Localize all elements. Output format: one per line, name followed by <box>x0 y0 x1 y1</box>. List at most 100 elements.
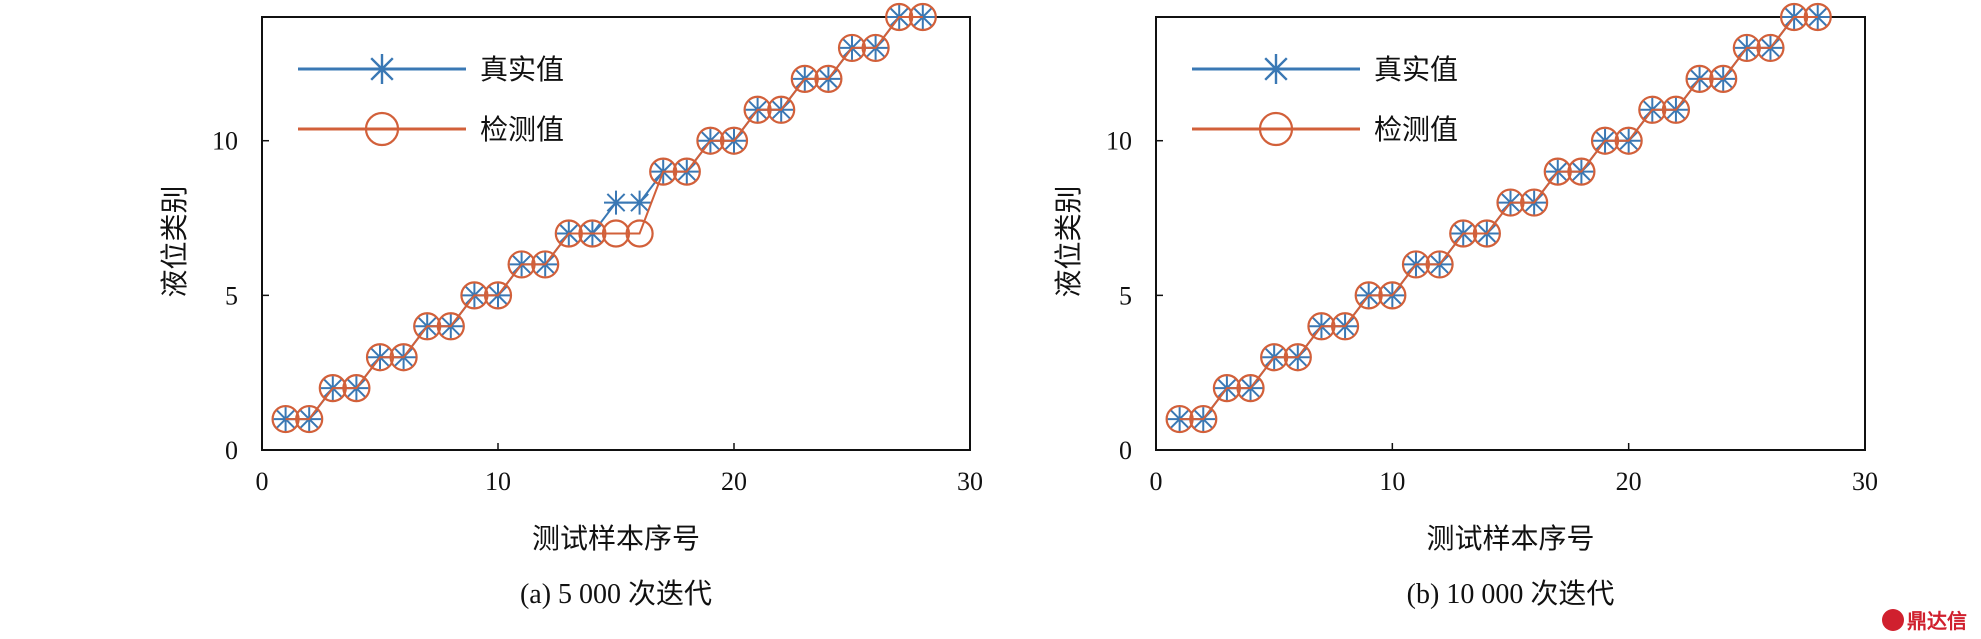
series-detected-values <box>271 2 937 434</box>
data-point-circle <box>601 219 631 248</box>
legend-label: 真实值 <box>1374 53 1458 86</box>
data-point-star <box>1167 407 1192 432</box>
data-point-circle <box>1354 281 1383 310</box>
x-tick-label: 10 <box>485 467 511 496</box>
series-line <box>285 16 923 421</box>
data-point-circle <box>578 219 607 248</box>
data-point-circle <box>908 2 937 32</box>
data-point-circle <box>1638 95 1667 124</box>
data-point-circle <box>1709 64 1738 93</box>
series-detected-values <box>1165 2 1832 434</box>
y-tick-label: 5 <box>225 281 238 310</box>
data-point-circle <box>1567 157 1596 186</box>
data-point-circle <box>861 33 890 63</box>
legend-label: 真实值 <box>480 53 564 86</box>
data-point-circle <box>1401 250 1431 279</box>
data-point-circle <box>1330 312 1360 341</box>
data-point-circle <box>389 343 418 372</box>
legend-item: 真实值 <box>1192 53 1458 86</box>
data-point-circle <box>413 312 442 341</box>
data-point-circle <box>1543 157 1572 186</box>
x-tick-label: 0 <box>256 467 269 496</box>
data-point-circle <box>436 312 465 341</box>
y-tick-label: 0 <box>1119 436 1132 465</box>
legend-label: 检测值 <box>1374 113 1458 146</box>
data-point-circle <box>719 126 749 155</box>
legend-item: 真实值 <box>298 53 564 86</box>
data-point-circle <box>1260 343 1289 372</box>
data-point-circle <box>1378 281 1407 310</box>
y-tick-label: 0 <box>225 436 238 465</box>
x-tick-label: 10 <box>1379 467 1405 496</box>
data-point-circle <box>1212 374 1242 403</box>
data-point-circle <box>1779 2 1809 32</box>
legend-circle-icon <box>364 111 400 147</box>
data-point-circle <box>460 281 489 310</box>
data-point-circle <box>365 343 395 372</box>
data-point-circle <box>1496 188 1525 217</box>
data-point-circle <box>554 219 583 248</box>
legend-item: 检测值 <box>1192 111 1458 147</box>
data-point-circle <box>1165 404 1194 434</box>
data-point-circle <box>1732 33 1761 63</box>
data-point-star <box>627 190 652 215</box>
y-tick-label: 10 <box>1106 127 1132 156</box>
x-axis-label: 测试样本序号 <box>1426 522 1594 555</box>
data-point-circle <box>767 95 796 124</box>
legend-star-icon <box>1261 54 1291 84</box>
data-point-circle <box>1590 126 1620 155</box>
data-point-circle <box>1614 126 1643 155</box>
y-axis-label: 液位类别 <box>158 185 191 297</box>
data-point-circle <box>1803 2 1832 32</box>
data-point-circle <box>1189 404 1218 434</box>
chart-b: 0 10 20 30 0 5 10 测试样本序号 液位类别 (b) 10 000 次迭代 真实值检测… <box>1052 2 1878 610</box>
data-point-circle <box>483 281 513 310</box>
legend-circle-icon <box>1258 111 1294 147</box>
data-point-circle <box>1449 219 1478 248</box>
chart-caption: (a) 5 000 次迭代 <box>520 578 712 610</box>
data-point-circle <box>271 404 300 434</box>
chart-caption: (b) 10 000 次迭代 <box>1407 578 1615 610</box>
x-axis-label: 测试样本序号 <box>532 522 700 555</box>
data-point-circle <box>1425 250 1454 279</box>
watermark: 鼎达信 <box>1882 609 1967 633</box>
data-point-circle <box>1756 33 1785 63</box>
watermark-text: 鼎达信 <box>1907 609 1967 633</box>
data-point-star <box>604 190 628 215</box>
x-tick-label: 0 <box>1150 467 1163 496</box>
y-tick-label: 10 <box>212 127 238 156</box>
data-point-circle <box>672 157 701 186</box>
data-point-circle <box>1661 95 1691 124</box>
data-point-circle <box>743 95 772 124</box>
data-point-circle <box>1472 219 1501 248</box>
legend-item: 检测值 <box>298 111 564 147</box>
watermark-logo-icon <box>1882 609 1904 631</box>
data-point-circle <box>1236 374 1265 403</box>
data-point-circle <box>342 374 371 403</box>
x-tick-label: 20 <box>1616 467 1642 496</box>
data-point-circle <box>507 250 536 279</box>
y-tick-label: 5 <box>1119 281 1132 310</box>
data-point-circle <box>837 33 867 63</box>
data-point-circle <box>1685 64 1714 93</box>
legend-label: 检测值 <box>480 113 564 146</box>
data-point-circle <box>531 250 560 279</box>
data-point-circle <box>295 404 324 434</box>
data-point-circle <box>649 157 678 186</box>
y-axis-label: 液位类别 <box>1052 185 1085 297</box>
plot-frame <box>261 16 971 451</box>
data-point-circle <box>885 2 914 32</box>
data-point-circle <box>625 219 654 248</box>
data-point-circle <box>696 126 725 155</box>
data-point-circle <box>790 64 819 93</box>
x-tick-label: 20 <box>721 467 747 496</box>
data-point-circle <box>1283 343 1312 372</box>
data-point-circle <box>1307 312 1336 341</box>
data-point-circle <box>814 64 843 93</box>
plot-frame <box>1155 16 1866 451</box>
x-tick-label: 30 <box>1852 467 1878 496</box>
